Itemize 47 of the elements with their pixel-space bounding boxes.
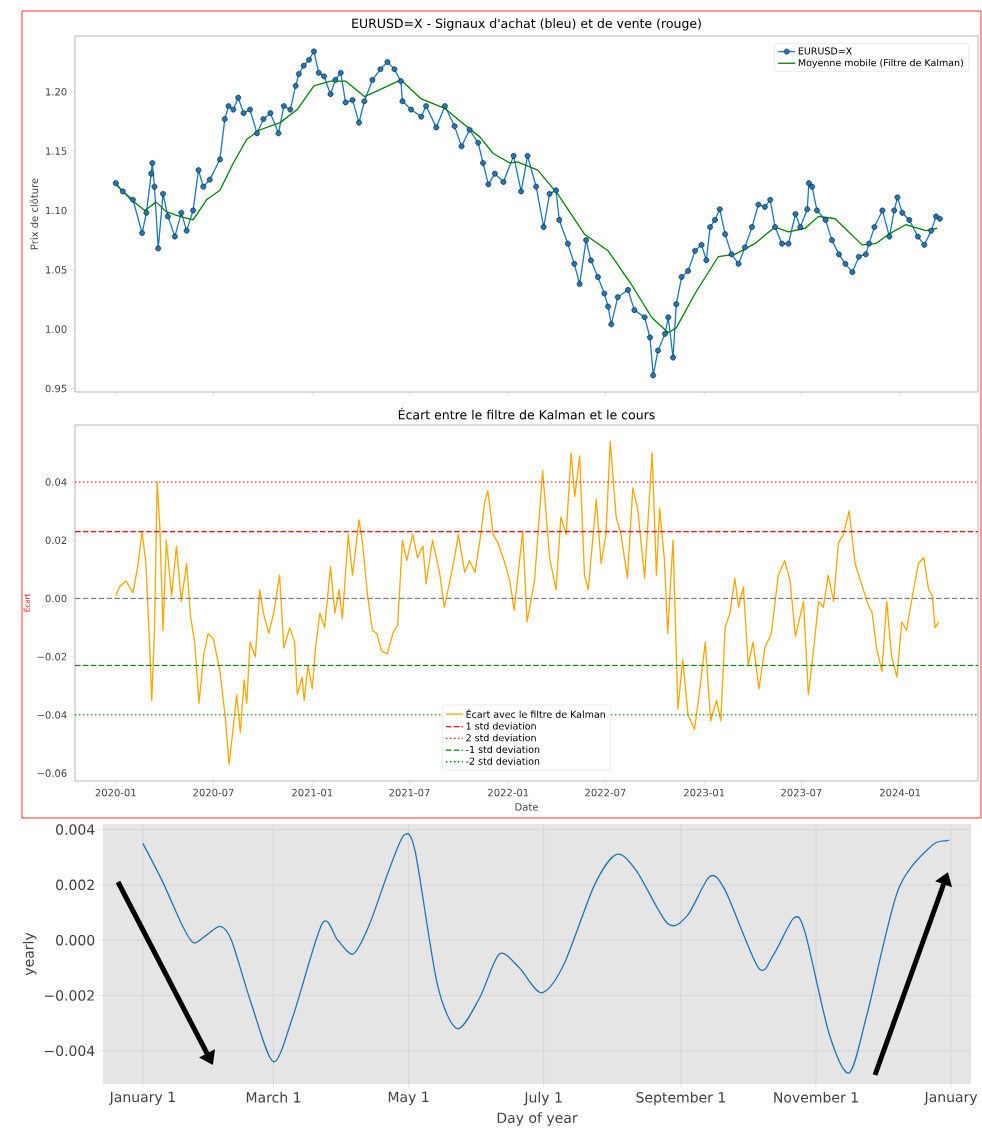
- x-tick-label: January 1: [108, 1091, 175, 1105]
- legend-label: 1 std deviation: [466, 722, 536, 730]
- y-tick-label: 0.04: [45, 478, 67, 486]
- y-tick-label: 1.00: [46, 325, 67, 333]
- x-tick-label: May 1: [388, 1091, 429, 1105]
- legend-label: Moyenne mobile (Filtre de Kalman): [798, 58, 963, 69]
- x-tick-label: 2021-07: [389, 788, 430, 797]
- line-series: [142, 833, 950, 1074]
- y-tick-label: −0.002: [44, 990, 94, 1001]
- x-tick-label: July 1: [523, 1091, 562, 1106]
- x-tick-label: September 1: [636, 1091, 725, 1106]
- y-tick-label: 1.10: [46, 206, 67, 215]
- y-tick-label: 0.002: [56, 879, 94, 891]
- x-tick-label: 2020-07: [193, 788, 234, 797]
- x-tick-label: 2024-01: [880, 788, 921, 797]
- x-tick-label: 2022-01: [488, 788, 529, 797]
- x-tick-label: January: [923, 1091, 978, 1105]
- x-axis-title: Date: [515, 803, 538, 811]
- legend-label: EURUSD=X: [798, 47, 852, 55]
- x-tick-label: 2023-01: [684, 788, 725, 797]
- chart-title: EURUSD=X - Signaux d'achat (bleu) et de vente (rouge): [352, 18, 701, 31]
- y-tick-label: 0.00: [45, 594, 67, 603]
- y-tick-label: 0.95: [45, 384, 67, 393]
- y-tick-label: −0.06: [37, 769, 67, 777]
- y-tick-label: 0.02: [45, 536, 67, 545]
- x-axis-title: Day of year: [497, 1112, 578, 1126]
- legend-label: Écart avec le filtre de Kalman: [466, 708, 605, 718]
- legend-label: 2 std deviation: [466, 733, 536, 742]
- y-tick-label: 1.20: [46, 87, 67, 96]
- x-tick-label: 2023-07: [781, 788, 822, 797]
- x-tick-label: 2022-07: [585, 788, 626, 797]
- x-tick-label: November 1: [774, 1091, 858, 1103]
- chart-title: Écart entre le filtre de Kalman et le cours: [398, 407, 655, 420]
- y-tick-label: 1.15: [46, 147, 67, 155]
- y-axis-title: Prix de clôture: [29, 178, 39, 250]
- y-tick-label: 0.000: [56, 934, 95, 946]
- y-axis-title: yearly: [22, 932, 37, 976]
- x-tick-label: 2021-01: [292, 788, 333, 797]
- x-tick-label: March 1: [246, 1091, 301, 1103]
- y-tick-label: −0.04: [37, 711, 67, 719]
- y-tick-label: −0.02: [37, 652, 67, 661]
- y-tick-label: 1.05: [46, 265, 67, 274]
- y-tick-label: 0.004: [56, 824, 95, 835]
- legend-label: -2 std deviation: [466, 757, 540, 765]
- legend-label: -1 std deviation: [466, 745, 540, 754]
- y-tick-label: −0.004: [44, 1045, 95, 1057]
- x-tick-label: 2020-01: [95, 788, 136, 797]
